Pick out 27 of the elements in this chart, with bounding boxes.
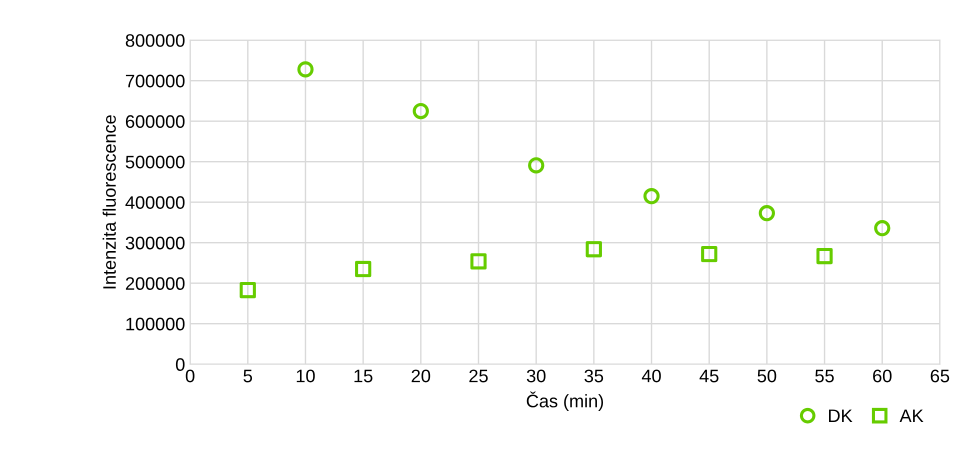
- x-tick-label: 30: [526, 370, 546, 382]
- y-tick-label: 200000: [126, 277, 185, 290]
- x-tick-label: 5: [244, 370, 252, 382]
- y-tick-label: 100000: [126, 318, 185, 330]
- y-tick-label: 700000: [126, 74, 185, 88]
- x-tick-label: 55: [815, 370, 834, 382]
- x-tick-label: 35: [584, 370, 604, 382]
- y-tick-label: 500000: [126, 156, 185, 168]
- x-tick-label: 15: [354, 370, 372, 382]
- legend-label: DK: [829, 410, 852, 422]
- x-tick-label: 50: [758, 370, 776, 382]
- x-tick-label: 45: [700, 370, 718, 382]
- legend-label: AK: [900, 410, 924, 422]
- x-tick-label: 40: [642, 370, 661, 382]
- x-tick-label: 65: [930, 370, 950, 382]
- x-tick-label: 0: [186, 370, 194, 382]
- x-tick-label: 60: [873, 370, 892, 382]
- x-tick-label: 25: [469, 370, 488, 382]
- x-axis-title: Čas (min): [526, 391, 604, 411]
- y-tick-label: 400000: [125, 196, 185, 209]
- y-tick-label: 300000: [126, 236, 185, 250]
- y-tick-label: 800000: [126, 34, 185, 47]
- x-tick-label: 10: [296, 370, 315, 382]
- y-axis-title: Intenzita fluorescence: [102, 115, 116, 288]
- x-tick-label: 20: [412, 370, 430, 382]
- y-tick-label: 600000: [126, 115, 185, 128]
- y-tick-label: 0: [176, 358, 185, 371]
